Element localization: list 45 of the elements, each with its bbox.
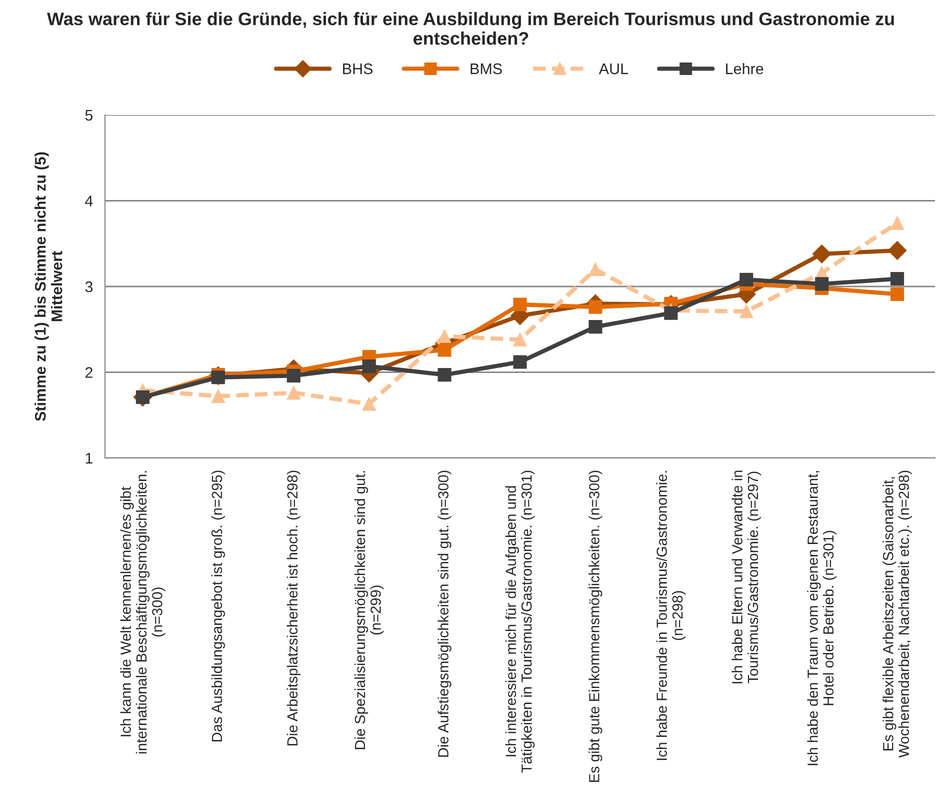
point bbox=[362, 359, 376, 374]
point bbox=[513, 355, 527, 369]
point bbox=[588, 320, 602, 334]
point bbox=[740, 304, 754, 318]
legend-label: BMS bbox=[470, 63, 502, 74]
point bbox=[211, 370, 225, 384]
point bbox=[286, 386, 300, 400]
point bbox=[211, 389, 225, 404]
point bbox=[286, 368, 300, 382]
legend-label: BHS bbox=[343, 63, 373, 74]
point bbox=[513, 298, 527, 312]
point bbox=[890, 216, 904, 230]
x-tick-label: Die Aufstiegsmöglichkeiten sind gut. (n=300) bbox=[438, 470, 452, 757]
point bbox=[815, 277, 829, 291]
point bbox=[812, 244, 832, 264]
y-tick-label: 2 bbox=[85, 367, 92, 378]
x-tick-label: Das Ausbildungsangebot ist groß. (n=295) bbox=[211, 470, 225, 742]
x-tick-label: Ich habe Eltern und Verwandte in Tourismus/Gastronomie. (n=297) bbox=[732, 470, 762, 684]
point bbox=[588, 300, 602, 314]
x-tick-label: Es gibt flexible Arbeitszeiten (Saisonarbeit, Wochenendarbeit, Nachtarbeit etc.). (n=298) bbox=[882, 470, 912, 758]
point bbox=[888, 241, 907, 260]
y-tick-label: 1 bbox=[86, 453, 92, 464]
point bbox=[438, 368, 452, 382]
point bbox=[890, 287, 904, 301]
y-axis-title: Stimme zu (1) bis Stimme nicht zu (5) Mittelwert bbox=[34, 152, 62, 422]
x-tick-label: Die Spezialisierungsmöglichkeiten sind gut. (n=299) bbox=[354, 471, 384, 750]
point bbox=[362, 397, 376, 411]
x-tick-label: Ich kann die Welt kennenlernen/es gibt internationale Beschäftigungsmöglichkeiten. (n=300) bbox=[120, 471, 166, 754]
y-tick-label: 5 bbox=[85, 110, 93, 121]
y-tick-label: 4 bbox=[85, 196, 93, 206]
x-tick-label: Ich habe Freunde in Tourismus/Gastronomie. (n=298) bbox=[656, 471, 686, 760]
y-tick-label: 3 bbox=[85, 281, 93, 292]
x-tick-label: Ich interessiere mich für die Aufgaben und Tätigkeiten in Tourismus/Gastronomie. (n=301) bbox=[505, 470, 535, 773]
legend-label: AUL bbox=[598, 64, 628, 74]
legend-label: Lehre bbox=[726, 63, 764, 74]
point bbox=[588, 262, 602, 276]
point bbox=[740, 272, 754, 286]
chart-title: Was waren für Sie die Gründe, sich für eine Ausbildung im Bereich Tourismus und Gastronomie zu entscheiden? bbox=[47, 12, 894, 45]
point bbox=[513, 332, 527, 346]
x-tick-label: Es gibt gute Einkommensmöglichkeiten. (n=300) bbox=[588, 470, 602, 782]
point bbox=[438, 343, 452, 357]
x-tick-label: Ich habe den Traum vom eigenen Restaurant, Hotel oder Betrieb. (n=301) bbox=[807, 471, 836, 766]
point bbox=[664, 306, 678, 320]
x-tick-label: Die Arbeitsplatzsicherheit ist hoch. (n=298) bbox=[286, 470, 300, 746]
point bbox=[890, 272, 904, 286]
